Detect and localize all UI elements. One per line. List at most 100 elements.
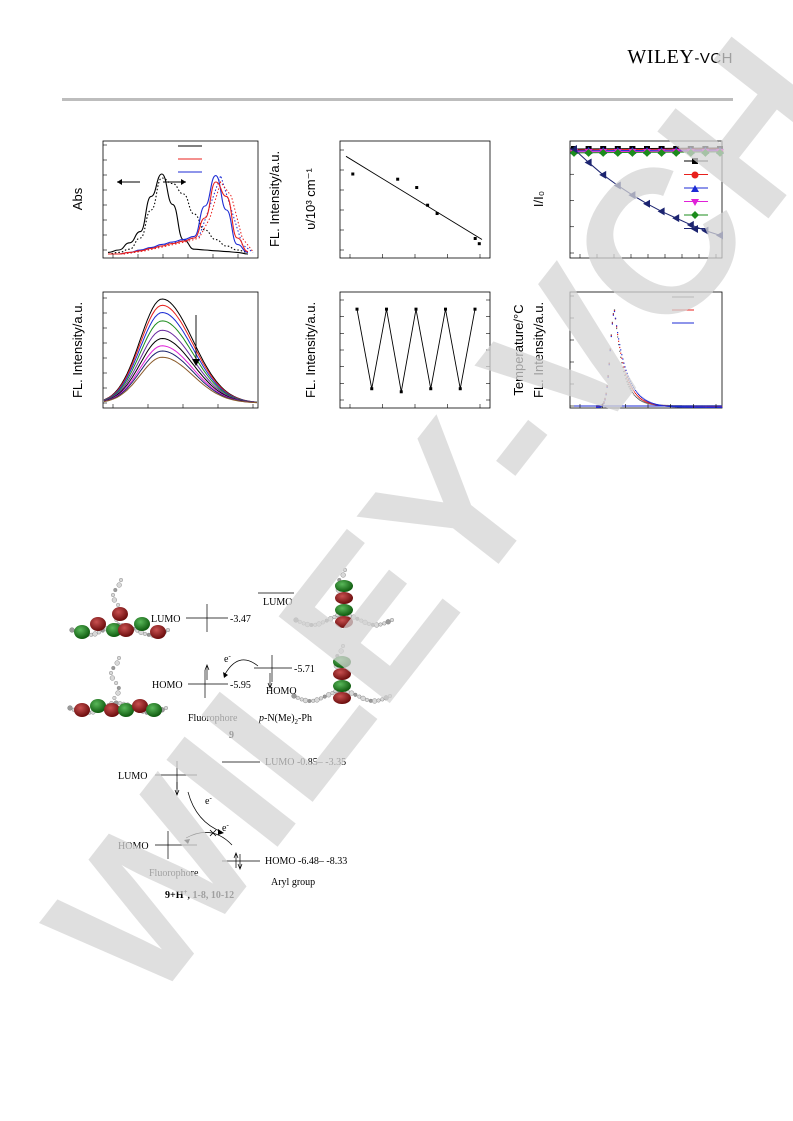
panel-f-point [630, 382, 632, 384]
panel-f-point [712, 406, 714, 408]
panel-f-point [610, 335, 612, 337]
panel-f-point [633, 391, 635, 393]
panel-b-fit-line [345, 155, 483, 240]
panel-temperature-spectra: FL. Intensity/a.u. [70, 291, 259, 409]
panel-d-ylabel: FL. Intensity/a.u. [70, 302, 85, 398]
orbital-lobe [333, 680, 351, 692]
orbital-lobe [335, 580, 353, 592]
panel-f-point [644, 399, 646, 401]
panel-f-point [638, 393, 640, 395]
panel-f-point [672, 406, 674, 408]
panel-f-point [612, 313, 614, 315]
atom [307, 699, 312, 704]
panel-f-point [626, 381, 628, 383]
panel-b-point-2 [415, 186, 419, 190]
panel-f-point [681, 406, 683, 408]
panel-f-point [597, 406, 599, 408]
panel-stability: I/I₀ [531, 140, 724, 259]
bottom-arrow-1 [187, 791, 223, 833]
orbital-lobe [134, 617, 150, 631]
panel-f-point [654, 403, 656, 405]
panel-f-point [645, 402, 647, 404]
top-lumo-right-label: LUMO [263, 597, 292, 608]
panel-f-point [608, 362, 610, 364]
panel-f-point [716, 406, 718, 408]
panel-c-legend-triangle [691, 185, 699, 192]
panel-f-point [607, 375, 609, 377]
panel-f-point [633, 394, 635, 396]
panel-f-point [717, 406, 719, 408]
panel-c-diamond-10 [716, 148, 724, 157]
atom [330, 691, 335, 696]
panel-e-ylabel: FL. Intensity/a.u. [303, 302, 318, 398]
panel-f-point [646, 402, 648, 404]
panel-f-point [622, 366, 624, 368]
top-electron-label: e- [224, 652, 231, 665]
panel-f-point [696, 406, 698, 408]
atom [116, 603, 121, 608]
panel-absorption: Abs [70, 140, 259, 259]
panel-f-point [701, 406, 703, 408]
panel-b-ylabel: FL. Intensity/a.u. [267, 151, 282, 247]
panel-f-point [617, 332, 619, 334]
panel-f-point [714, 406, 716, 408]
panel-a-lines [103, 144, 254, 258]
panel-f-point [688, 406, 690, 408]
panel-f-point [616, 326, 618, 328]
panel-f-point [606, 385, 608, 388]
panel-e-ylabel2: Temperature/°C [511, 304, 526, 395]
atom [92, 631, 98, 637]
panel-d-spectrum-3 [103, 320, 258, 403]
panel-f-point [616, 327, 618, 330]
atom [388, 694, 393, 699]
panel-f-point [634, 392, 637, 394]
panel-f-point [648, 403, 650, 405]
panel-f-point [698, 406, 701, 408]
panel-f-point [634, 389, 637, 392]
panel-f-point [645, 401, 647, 403]
panel-f-point [696, 406, 698, 408]
atom [353, 692, 358, 697]
panel-f-point [639, 394, 641, 397]
panel-e-point-1 [370, 387, 374, 391]
atom [338, 648, 344, 654]
top-homo-left-value: -5.95 [230, 680, 251, 691]
orbital-lobe [335, 604, 353, 616]
top-donor-label: p-N(Me)2-Ph [258, 713, 312, 726]
panel-a-series-3-dotted [113, 180, 254, 255]
panel-a-series-1 [107, 177, 249, 255]
panel-a-series-3 [108, 181, 249, 255]
panel-f-point [604, 398, 606, 400]
panel-f-point [619, 344, 621, 346]
orbital-lobe [74, 625, 90, 639]
panel-a-series-0 [107, 173, 249, 255]
panel-e-point-6 [444, 307, 447, 311]
panel-a-legend [178, 145, 202, 173]
panel-f-point [617, 333, 619, 336]
panel-a-arrows [117, 179, 186, 185]
panel-f-point [686, 406, 688, 408]
panel-f-point [648, 402, 650, 404]
panel-f-point [687, 406, 689, 408]
panel-f-point [714, 406, 716, 408]
panel-f-point [628, 386, 630, 388]
panel-b-point-4 [435, 212, 439, 216]
panel-f-point [635, 394, 638, 396]
header-rule [62, 98, 733, 101]
spin-down-icon [267, 673, 273, 689]
panel-b-ylabel2: υ/10³ cm⁻¹ [303, 168, 318, 230]
atom [112, 696, 117, 701]
panel-f-point [708, 406, 710, 408]
electron-transfer-arrow-head [223, 672, 228, 678]
panel-f-point [618, 344, 620, 346]
panel-e-marks [340, 299, 490, 408]
orbital-lobe [74, 703, 90, 717]
panel-f-point [646, 401, 648, 403]
panel-c-decay-point-3 [613, 181, 621, 190]
panel-f-point [599, 406, 601, 408]
panel-f-point [621, 357, 623, 359]
panel-f-point [603, 401, 605, 404]
orbital-lobe [333, 656, 351, 668]
panel-f-point [627, 375, 629, 377]
